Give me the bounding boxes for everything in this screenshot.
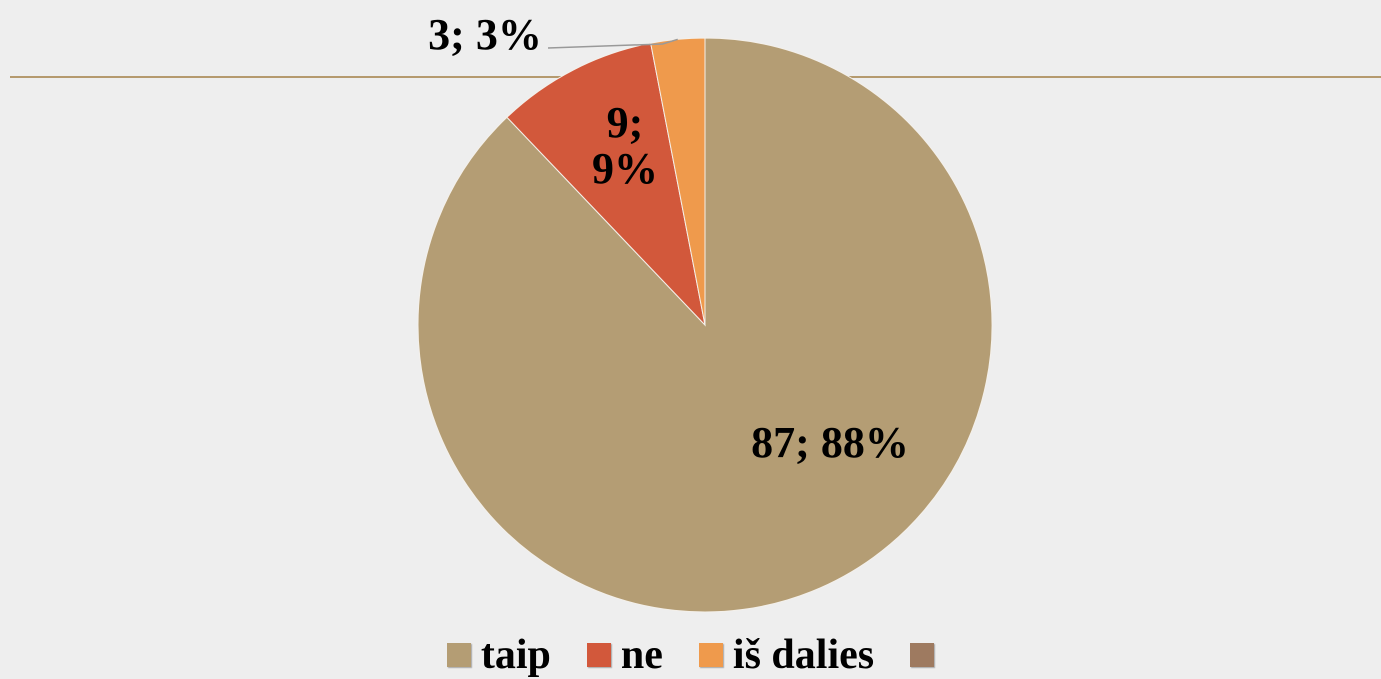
pie-slice: [650, 37, 706, 326]
legend-swatch: [698, 643, 723, 667]
legend-label: iš dalies: [732, 632, 875, 678]
legend-item: taip: [446, 631, 551, 679]
legend-swatch: [910, 643, 935, 667]
legend-item: [910, 643, 935, 667]
data-label: 9; 9%: [592, 98, 658, 193]
data-label: 3; 3%: [428, 10, 542, 59]
legend-item: ne: [586, 631, 663, 679]
leader-line: [547, 38, 678, 49]
legend-swatch: [586, 643, 611, 667]
legend-label: taip: [480, 632, 551, 678]
legend-item: iš dalies: [698, 631, 875, 679]
legend-swatch: [446, 643, 471, 667]
legend: taip ne iš dalies: [0, 632, 1381, 678]
data-label: 87; 88%: [751, 418, 909, 467]
legend-label: ne: [620, 632, 663, 678]
